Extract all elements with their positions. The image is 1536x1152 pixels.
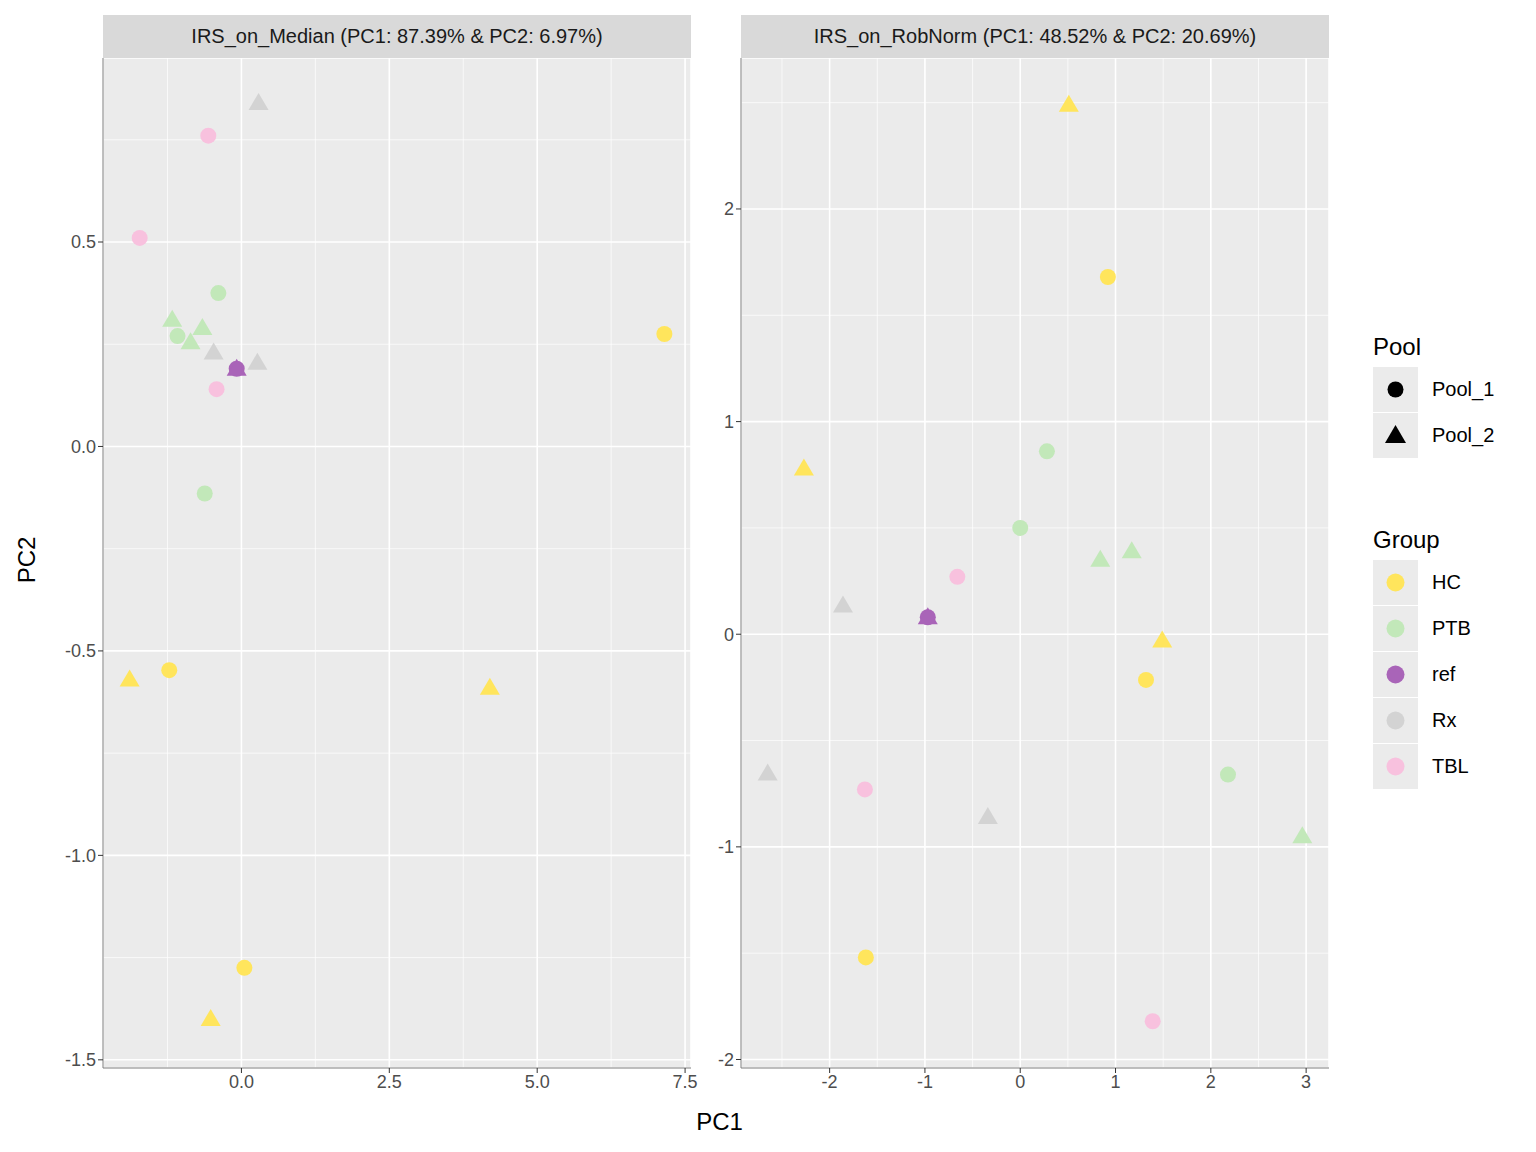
html-text:PC1: PC1 (696, 1108, 743, 1135)
html-text:Pool: Pool (1373, 333, 1421, 360)
html-text:IRS_on_RobNorm (PC1: 48.52% &: IRS_on_RobNorm (PC1: 48.52% & PC2: 20.69… (813, 25, 1257, 47)
html-text:TBL: TBL (1432, 754, 1469, 777)
svg-text:1: 1 (1111, 1072, 1121, 1092)
html-text:Pool_1: Pool_1 (1432, 377, 1495, 400)
svg-text:3: 3 (1301, 1072, 1311, 1092)
svg-text:-2: -2 (822, 1072, 838, 1092)
svg-text:-1.0: -1.0 (65, 846, 96, 866)
svg-text:-1: -1 (917, 1072, 933, 1092)
html-text:HC: HC (1432, 570, 1461, 593)
html-text:Rx: Rx (1432, 708, 1457, 731)
svg-text:-1: -1 (718, 837, 734, 857)
html-text:ref: ref (1432, 662, 1456, 685)
html-text:PC2: PC2 (13, 536, 40, 584)
svg-text:0: 0 (1015, 1072, 1025, 1092)
svg-text:7.5: 7.5 (673, 1072, 698, 1092)
svg-text:0.5: 0.5 (71, 232, 96, 252)
html-text:Pool_2: Pool_2 (1432, 423, 1495, 446)
svg-text:2: 2 (724, 199, 734, 219)
svg-text:0.0: 0.0 (229, 1072, 254, 1092)
svg-text:-2: -2 (718, 1050, 734, 1070)
svg-text:0: 0 (724, 625, 734, 645)
svg-text:2: 2 (1206, 1072, 1216, 1092)
html-text:IRS_on_Median (PC1: 87.39% & P: IRS_on_Median (PC1: 87.39% & PC2: 6.97%) (191, 25, 603, 47)
svg-text:2.5: 2.5 (377, 1072, 402, 1092)
svg-text:1: 1 (724, 412, 734, 432)
svg-text:5.0: 5.0 (525, 1072, 550, 1092)
html-text:Group: Group (1373, 526, 1440, 553)
svg-text:-0.5: -0.5 (65, 641, 96, 661)
svg-text:-1.5: -1.5 (65, 1050, 96, 1070)
svg-text:0.0: 0.0 (71, 437, 96, 457)
html-text:PTB: PTB (1432, 616, 1471, 639)
